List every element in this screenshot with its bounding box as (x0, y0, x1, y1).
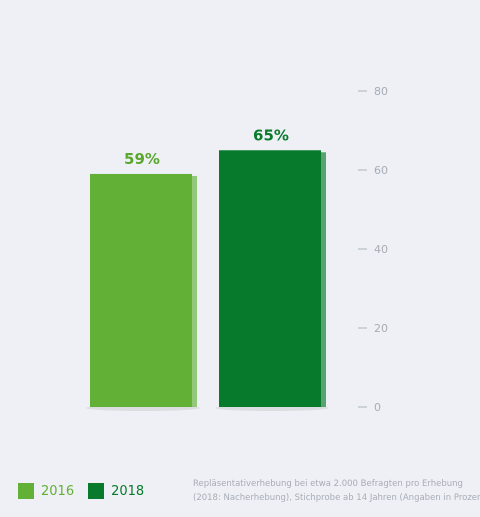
bar-value-label-2018: 65% (253, 126, 289, 144)
bar-value-label-2016: 59% (124, 150, 160, 168)
legend-swatch-2016 (18, 483, 34, 499)
legend-item-2016: 2016 (18, 483, 74, 499)
bar-2018 (219, 150, 321, 407)
footnote: Repläsentativerhebung bei etwa 2.000 Bef… (193, 477, 480, 505)
bar-2016 (90, 173, 192, 407)
legend-item-2018: 2018 (88, 483, 144, 499)
y-tick-label-0: 0 (374, 401, 381, 414)
bar-side-2016 (191, 175, 197, 407)
y-tick-label-80: 80 (374, 85, 388, 98)
legend-label-2016: 2016 (41, 483, 75, 499)
legend: 2016 2018 (18, 483, 144, 499)
bar-side-2018 (320, 152, 326, 407)
y-tick-label-20: 20 (374, 322, 388, 335)
footnote-line-1: Repläsentativerhebung bei etwa 2.000 Bef… (193, 479, 463, 489)
footnote-line-2: (2018: Nacherhebung), Stichprobe ab 14 J… (193, 493, 480, 503)
y-tick-label-40: 40 (374, 243, 388, 256)
y-tick-label-60: 60 (374, 164, 388, 177)
legend-swatch-2018 (88, 483, 105, 499)
bar-chart: 0 20 40 60 80 59% 65% (86, 85, 388, 414)
legend-label-2018: 2018 (111, 483, 145, 499)
